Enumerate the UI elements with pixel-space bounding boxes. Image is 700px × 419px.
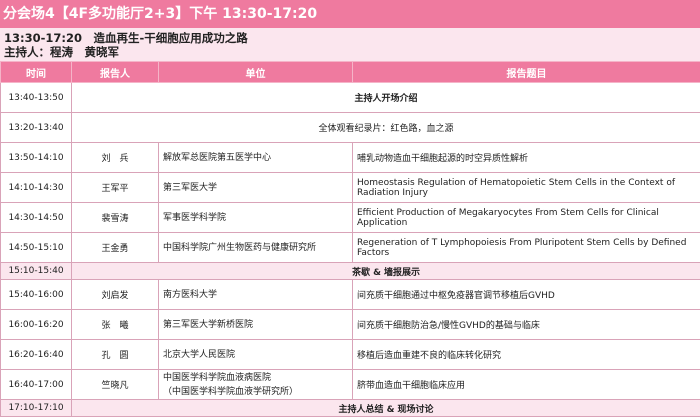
table-header: 时间 报告人 单位 报告题目 — [0, 61, 700, 83]
session-info: 13:30-17:20 造血再生-干细胞应用成功之路 主持人：程涛 黄晓军 — [0, 28, 700, 61]
time-cell: 14:30-14:50 — [0, 202, 72, 233]
break-cell: 茶歇 & 墙报展示 — [71, 262, 700, 280]
time-cell: 16:20-16:40 — [0, 339, 72, 370]
unit-cell: 南方医科大学 — [158, 279, 353, 310]
unit-cell: 军事医学科学院 — [158, 202, 353, 233]
speaker-cell: 张 曦 — [71, 309, 159, 340]
unit-cell: 第三军医大学新桥医院 — [158, 309, 353, 340]
time-cell: 14:10-14:30 — [0, 172, 72, 203]
time-cell: 17:10-17:10 — [0, 399, 72, 417]
table-row: 14:10-14:30 王军平 第三军医大学 Homeostasis Regulati… — [0, 172, 700, 203]
speaker-cell: 裴雪涛 — [71, 202, 159, 233]
table-row: 15:40-16:00 刘启发 南方医科大学 间充质干细胞通过中枢免疫器官调节移植后G… — [0, 279, 700, 310]
topic-cell: Efficient Production of Megakaryocytes F… — [352, 202, 700, 233]
time-cell: 13:50-14:10 — [0, 142, 72, 173]
time-cell: 14:50-15:10 — [0, 232, 72, 263]
unit-cell: 第三军医大学 — [158, 172, 353, 203]
table-row: 14:50-15:10 王金勇 中国科学院广州生物医药与健康研究所 Regenerat… — [0, 232, 700, 263]
merged-cell: 全体观看纪录片：红色路，血之源 — [71, 112, 700, 143]
speaker-cell: 刘 兵 — [71, 142, 159, 173]
table-row: 17:10-17:10 主持人总结 & 现场讨论 — [0, 399, 700, 417]
speaker-cell: 王金勇 — [71, 232, 159, 263]
time-cell: 13:20-13:40 — [0, 112, 72, 143]
unit-cell: 北京大学人民医院 — [158, 339, 353, 370]
topic-cell: Regeneration of T Lymphopoiesis From Plu… — [352, 232, 700, 263]
topic-cell: 哺乳动物造血干细胞起源的时空异质性解析 — [352, 142, 700, 173]
time-cell: 13:40-13:50 — [0, 82, 72, 113]
header-time: 时间 — [0, 61, 72, 83]
unit-cell: 中国科学院广州生物医药与健康研究所 — [158, 232, 353, 263]
header-topic: 报告题目 — [352, 61, 700, 83]
time-cell: 15:10-15:40 — [0, 262, 72, 280]
speaker-cell: 王军平 — [71, 172, 159, 203]
time-cell: 16:40-17:00 — [0, 369, 72, 400]
unit-cell: 解放军总医院第五医学中心 — [158, 142, 353, 173]
table-row: 16:40-17:00 竺晓凡 中国医学科学院血液病医院 （中国医学科学院血液学研究… — [0, 369, 700, 400]
table-row: 13:20-13:40 全体观看纪录片：红色路，血之源 — [0, 112, 700, 143]
topic-cell: 移植后造血重建不良的临床转化研究 — [352, 339, 700, 370]
speaker-cell: 竺晓凡 — [71, 369, 159, 400]
session-title: 分会场4【4F多功能厅2+3】下午 13:30-17:20 — [0, 0, 700, 28]
time-cell: 16:00-16:20 — [0, 309, 72, 340]
topic-cell: 间充质干细胞通过中枢免疫器官调节移植后GVHD — [352, 279, 700, 310]
speaker-cell: 孔 圆 — [71, 339, 159, 370]
speaker-cell: 刘启发 — [71, 279, 159, 310]
table-row: 15:10-15:40 茶歇 & 墙报展示 — [0, 262, 700, 280]
session-time-topic: 13:30-17:20 造血再生-干细胞应用成功之路 — [4, 31, 248, 45]
session-hosts: 主持人：程涛 黄晓军 — [4, 45, 119, 59]
table-row: 14:30-14:50 裴雪涛 军事医学科学院 Efficient Productio… — [0, 202, 700, 233]
header-unit: 单位 — [158, 61, 353, 83]
topic-cell: 脐带血造血干细胞临床应用 — [352, 369, 700, 400]
topic-cell: 间充质干细胞防治急/慢性GVHD的基础与临床 — [352, 309, 700, 340]
topic-cell: Homeostasis Regulation of Hematopoietic … — [352, 172, 700, 203]
table-row: 16:20-16:40 孔 圆北京大学人民医院 移植后造血重建不良的临床转化研究 — [0, 339, 700, 370]
break-cell: 主持人总结 & 现场讨论 — [71, 399, 700, 417]
table-row: 13:50-14:10 刘 兵解放军总医院第五医学中心 哺乳动物造血干细胞起源的时空… — [0, 142, 700, 173]
schedule-table: 时间 报告人 单位 报告题目 13:40-13:50 主持人开场介绍 13:20-1… — [0, 61, 700, 417]
table-row: 13:40-13:50 主持人开场介绍 — [0, 82, 700, 113]
header-speaker: 报告人 — [71, 61, 159, 83]
table-row: 16:00-16:20 张 曦第三军医大学新桥医院 间充质干细胞防治急/慢性GVHD… — [0, 309, 700, 340]
time-cell: 15:40-16:00 — [0, 279, 72, 310]
unit-cell: 中国医学科学院血液病医院 （中国医学科学院血液学研究所） — [158, 369, 353, 400]
merged-cell: 主持人开场介绍 — [71, 82, 700, 113]
